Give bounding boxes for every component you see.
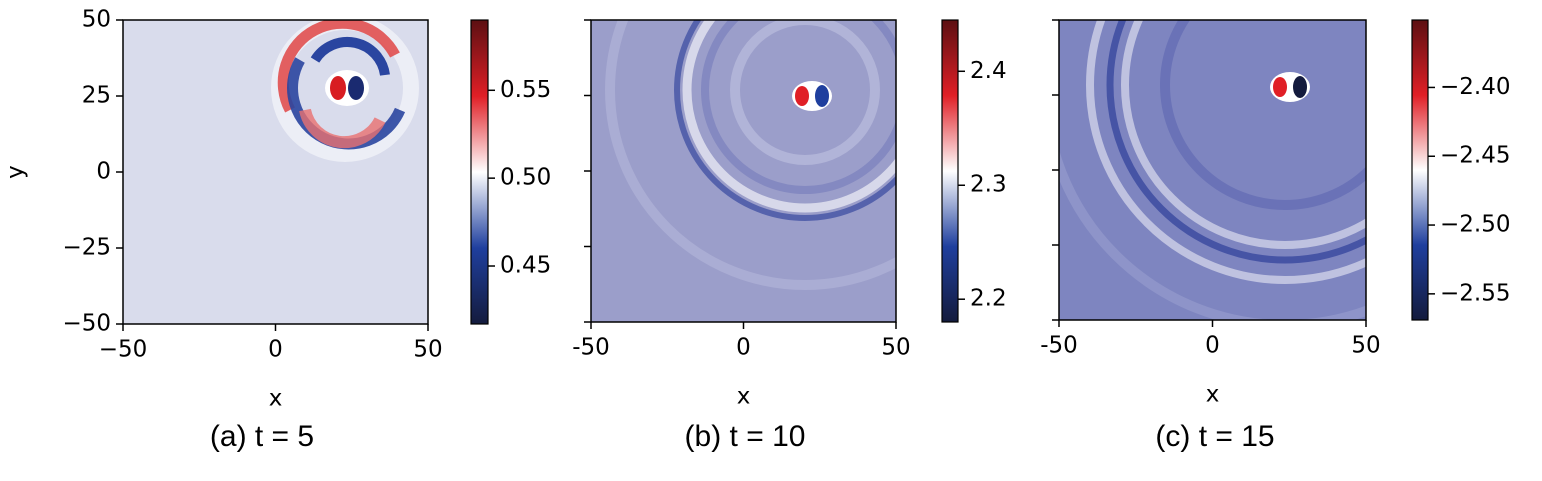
x-tick-label: 50 [413,337,442,363]
colorbar [470,19,489,325]
caption: (b) t = 10 [685,420,806,453]
caption: (a) t = 5 [210,420,314,453]
x-tick-label: -50 [572,335,610,361]
y-tick-label: 0 [96,159,111,185]
y-tick-label: 25 [82,83,111,109]
x-tick-label: -50 [1040,333,1078,359]
colorbar-tick-label: −2.45 [1440,143,1510,169]
colorbar-tick-label: −2.55 [1440,280,1510,306]
colorbar-tick-label: 0.50 [500,165,551,191]
colorbar [941,19,959,323]
colorbar-tick-label: 2.2 [970,286,1007,312]
field [123,20,428,324]
colorbar-tick-label: −2.40 [1440,74,1510,100]
y-axis-label: y [3,165,29,179]
colorbar-tick-label: −2.50 [1440,212,1510,238]
field [1059,20,1366,320]
colorbar-tick-label: 2.4 [970,58,1007,84]
x-axis-label: x [1206,382,1220,408]
x-tick-label: −50 [99,337,148,363]
colorbar-tick-label: 0.55 [500,77,551,103]
colorbar-tick-label: 2.3 [970,172,1007,198]
x-tick-label: 50 [1351,333,1380,359]
colorbar [1411,19,1429,321]
y-tick-label: −25 [62,235,111,261]
x-tick-label: 0 [1205,333,1220,359]
caption: (c) t = 15 [1155,420,1274,453]
x-axis-label: x [737,384,751,410]
y-tick-label: −50 [62,311,111,337]
colorbar-tick-label: 0.45 [500,253,551,279]
x-tick-label: 0 [268,337,283,363]
x-tick-label: 50 [881,335,910,361]
field [591,20,896,322]
x-tick-label: 0 [736,335,751,361]
x-axis-label: x [269,386,283,412]
y-tick-label: 50 [82,7,111,33]
